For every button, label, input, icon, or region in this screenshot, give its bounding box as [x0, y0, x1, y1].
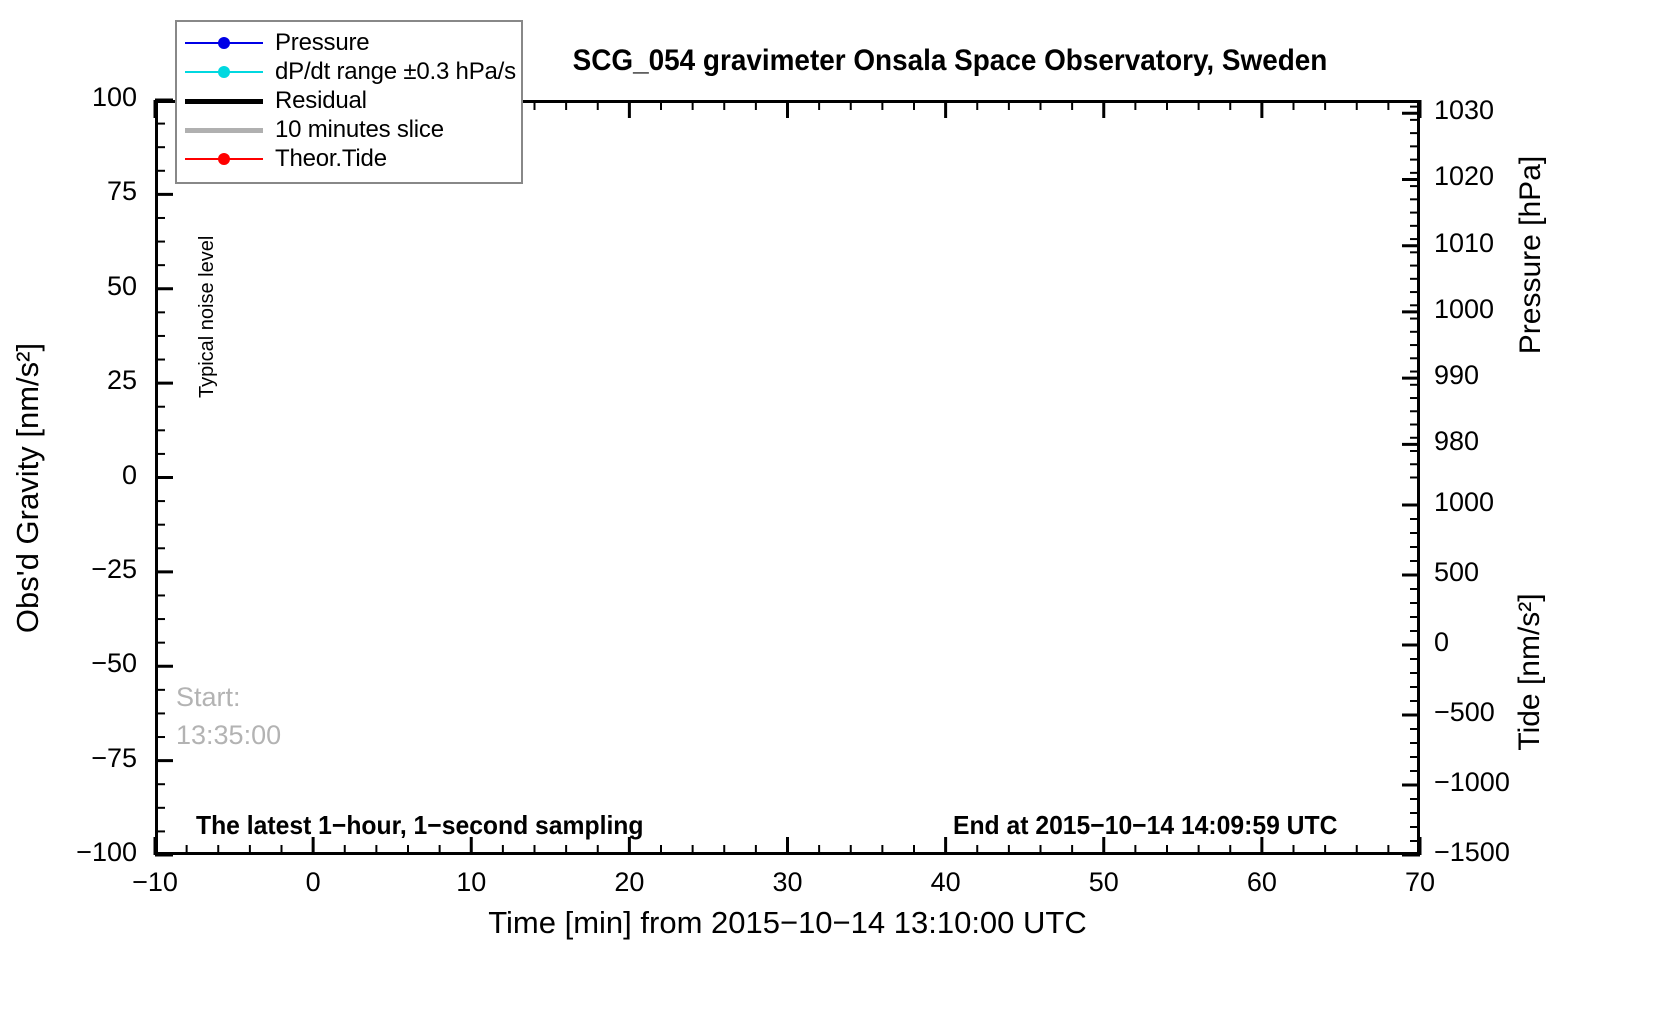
- legend-label-dpdt: dP/dt range ±0.3 hPa/s: [275, 58, 516, 85]
- legend-label-pressure: Pressure: [275, 29, 370, 56]
- pressure-tick-1030: 1030: [1434, 95, 1495, 126]
- y-tick--75: −75: [91, 742, 137, 773]
- y-tick--25: −25: [91, 553, 137, 584]
- x-axis-label: Time [min] from 2015−10−14 13:10:00 UTC: [488, 905, 1087, 940]
- x-tick-30: 30: [772, 867, 803, 897]
- pressure-tick-1020: 1020: [1434, 161, 1495, 192]
- legend-item-theor-tide[interactable]: Theor.Tide: [185, 145, 513, 173]
- y-tick-25: 25: [106, 365, 137, 396]
- x-tick-10: 10: [456, 867, 487, 897]
- y-tick-50: 50: [106, 270, 137, 301]
- chart-title: SCG_054 gravimeter Onsala Space Observat…: [572, 44, 1328, 77]
- legend-item-slice[interactable]: 10 minutes slice: [185, 116, 513, 144]
- pressure-tick-1010: 1010: [1434, 227, 1495, 258]
- pressure-tick-1000: 1000: [1434, 293, 1495, 324]
- start-label-text: Start:: [176, 682, 241, 712]
- y-tick-100: 100: [91, 82, 137, 112]
- legend-swatch-residual: [185, 91, 263, 111]
- plot-frame: [155, 100, 1420, 855]
- legend-label-residual: Residual: [275, 87, 367, 114]
- legend-item-residual[interactable]: Residual: [185, 87, 513, 115]
- legend-item-pressure[interactable]: Pressure: [185, 29, 513, 57]
- tide-tick--1500: −1500: [1434, 837, 1510, 867]
- x-tick-70: 70: [1404, 867, 1436, 897]
- tide-tick-0: 0: [1434, 627, 1450, 657]
- x-tick-20: 20: [614, 867, 645, 897]
- legend-swatch-theor-tide: [185, 149, 263, 169]
- legend-swatch-dpdt: [185, 62, 263, 82]
- x-tick-60: 60: [1246, 867, 1277, 897]
- x-tick-40: 40: [930, 867, 961, 897]
- y-tick--100: −100: [76, 837, 137, 867]
- x-tick-0: 0: [305, 867, 321, 897]
- x-tick--10: −10: [132, 867, 178, 897]
- end-time-note: End at 2015−10−14 14:09:59 UTC: [953, 810, 1338, 840]
- y-axis-label-left: Obs'd Gravity [nm/s²]: [10, 342, 45, 634]
- legend: Pressure dP/dt range ±0.3 hPa/s Residual…: [175, 20, 523, 184]
- typical-noise-level-label: Typical noise level: [196, 235, 218, 398]
- tide-tick--500: −500: [1434, 697, 1495, 727]
- start-time-annotation: Start: 13:35:00: [176, 678, 281, 754]
- x-tick-50: 50: [1088, 867, 1119, 897]
- legend-swatch-slice: [185, 120, 263, 140]
- y-tick--50: −50: [91, 648, 137, 679]
- tide-tick-1000: 1000: [1434, 487, 1495, 517]
- start-time-value: 13:35:00: [176, 720, 282, 750]
- legend-item-dpdt[interactable]: dP/dt range ±0.3 hPa/s: [185, 58, 516, 86]
- sampling-note: The latest 1−hour, 1−second sampling: [196, 810, 644, 840]
- pressure-tick-980: 980: [1434, 426, 1480, 457]
- legend-label-theor-tide: Theor.Tide: [275, 145, 387, 172]
- y-tick-75: 75: [106, 176, 137, 207]
- legend-label-slice: 10 minutes slice: [275, 116, 444, 143]
- pressure-tick-990: 990: [1434, 360, 1480, 391]
- tide-tick-500: 500: [1434, 557, 1480, 587]
- tide-tick--1000: −1000: [1434, 767, 1510, 797]
- y-tick-0: 0: [121, 459, 137, 490]
- legend-swatch-pressure: [185, 33, 263, 53]
